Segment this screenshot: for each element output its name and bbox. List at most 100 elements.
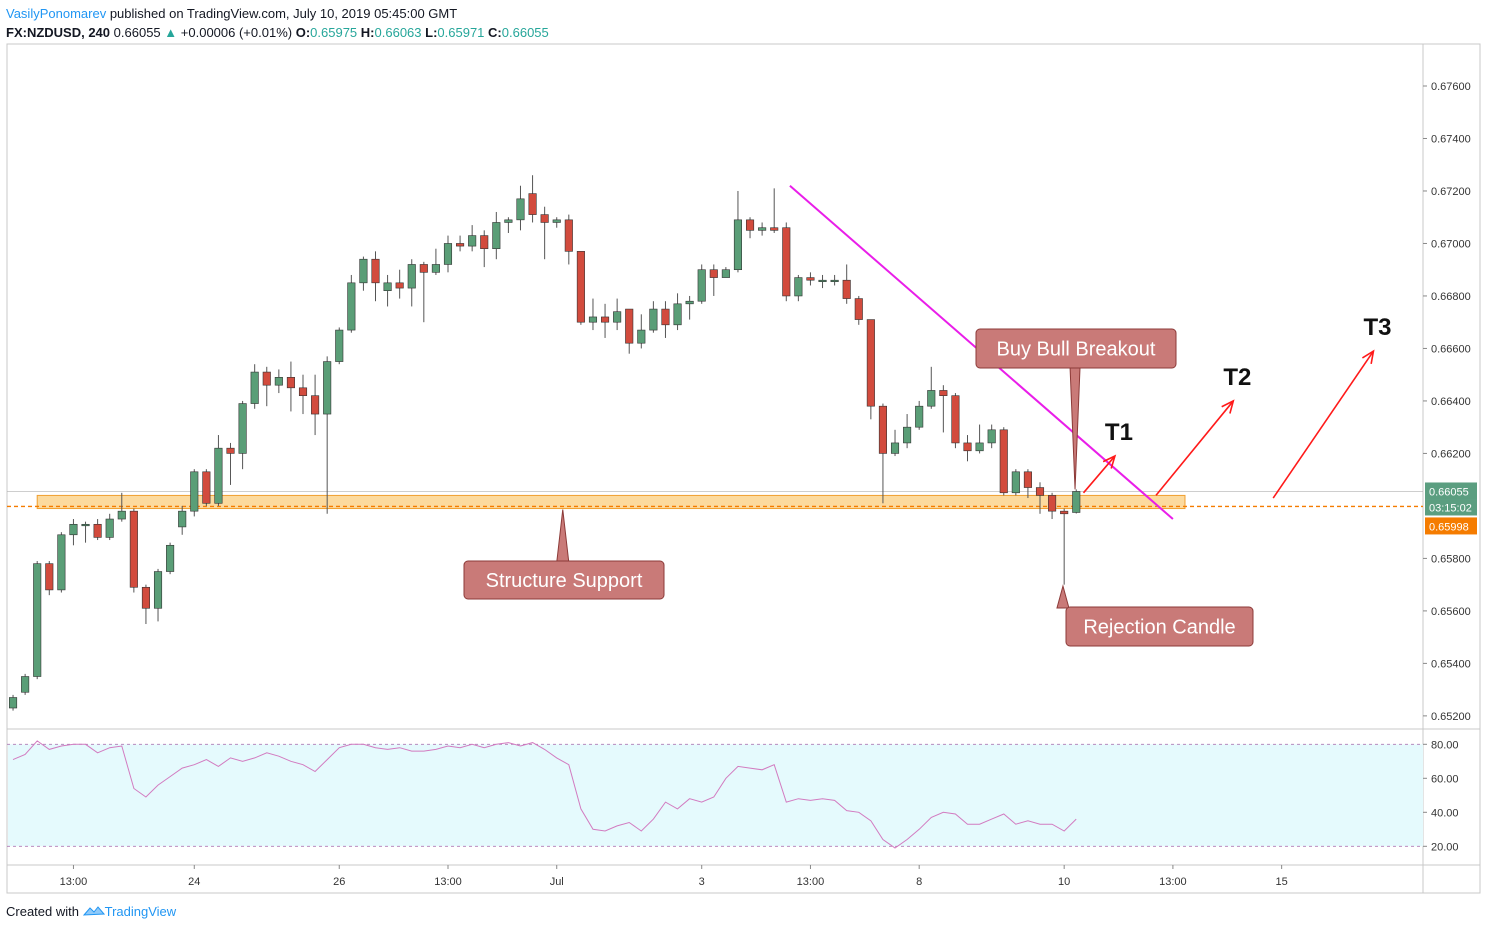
candle-body: [685, 300, 694, 305]
target-arrows: T1 T2 T3: [1082, 314, 1391, 499]
price-tick-label: 0.67000: [1431, 238, 1471, 250]
candle-body: [697, 269, 706, 302]
candle-body: [105, 518, 114, 538]
author-link[interactable]: VasilyPonomarev: [6, 6, 107, 21]
candle-body: [649, 308, 658, 331]
callout-text: Structure Support: [486, 570, 643, 592]
candle-body: [456, 243, 465, 247]
chart-header: VasilyPonomarev published on TradingView…: [6, 4, 549, 42]
candle-body: [57, 534, 66, 591]
candle-body: [733, 219, 743, 271]
candle-body: [117, 510, 126, 520]
candle-body: [129, 510, 138, 588]
price-change: +0.00006 (+0.01%): [180, 25, 293, 40]
last-price: 0.66055: [113, 25, 161, 40]
candle-body: [963, 442, 972, 452]
callout-pointer: [556, 509, 570, 563]
candle-body: [564, 219, 573, 252]
rsi-tick-label: 80.00: [1431, 739, 1459, 751]
candle-body: [166, 544, 175, 572]
chart-canvas[interactable]: T1 T2 T3 Structure Support Rejection Candle…: [0, 0, 1487, 900]
candle-body: [202, 471, 211, 504]
target-label-t3: T3: [1363, 314, 1391, 341]
candle-body: [335, 329, 344, 362]
candle-body: [613, 311, 622, 323]
arrow-up-icon: ▲: [164, 25, 178, 40]
footer: Created with TradingView: [6, 904, 176, 919]
candle-body: [721, 269, 730, 278]
time-tick-label: Jul: [550, 876, 564, 888]
candle-body: [758, 227, 767, 231]
time-tick-label: 26: [333, 876, 345, 888]
candle-body: [274, 377, 283, 386]
time-tick-label: 13:00: [60, 876, 88, 888]
rsi-band-fill: [8, 744, 1423, 847]
last-price-tag: [1425, 482, 1477, 500]
candle-body: [492, 222, 501, 250]
candle-body: [878, 405, 887, 454]
callout-structure-support: Structure Support: [463, 509, 665, 600]
callout-pointer: [1069, 366, 1081, 490]
low-value: 0.65971: [437, 25, 485, 40]
price-tick-label: 0.66600: [1431, 343, 1471, 355]
candle-body: [830, 279, 839, 283]
target-label-t1: T1: [1105, 419, 1133, 446]
price-tick-label: 0.65800: [1431, 553, 1471, 565]
candle-body: [770, 227, 779, 231]
candle-body: [141, 586, 150, 609]
candles: [8, 175, 1081, 711]
candle-body: [552, 219, 561, 223]
candle-body: [45, 563, 54, 591]
candle-body: [323, 361, 332, 415]
support-price-tag-label: 0.65998: [1429, 521, 1469, 533]
candle-body: [419, 264, 428, 273]
candle-body: [927, 390, 936, 407]
time-tick-label: 13:00: [1159, 876, 1187, 888]
candle-body: [806, 277, 815, 281]
candle-body: [153, 571, 163, 609]
chart-frame: [6, 43, 1481, 894]
candle-body: [987, 429, 996, 444]
time-tick-label: 10: [1058, 876, 1070, 888]
candle-body: [794, 277, 803, 297]
candle-body: [866, 319, 875, 407]
low-label: L:: [425, 25, 438, 40]
candle-body: [842, 279, 851, 299]
last-price-tag-label: 0.66055: [1429, 486, 1469, 498]
time-tick-label: 15: [1276, 876, 1288, 888]
candle-body: [999, 429, 1008, 494]
tradingview-brand[interactable]: TradingView: [104, 904, 177, 919]
candle-body: [1011, 471, 1020, 494]
time-tick-label: 13:00: [434, 876, 462, 888]
support-price-tag: [1425, 517, 1477, 535]
candle-body: [601, 316, 610, 323]
candle-body: [528, 193, 537, 215]
candle-body: [673, 303, 682, 326]
callout-text: Buy Bull Breakout: [997, 339, 1156, 361]
candle-body: [33, 563, 42, 677]
target-arrow-t1: [1082, 455, 1116, 494]
time-tick-label: 13:00: [797, 876, 825, 888]
candle-body: [347, 282, 356, 331]
candle-body: [238, 403, 247, 454]
callout-pointer: [1056, 584, 1070, 609]
price-tick-label: 0.67200: [1431, 186, 1471, 198]
candle-body: [818, 279, 827, 283]
candle-body: [745, 219, 755, 231]
target-arrowhead-t2: [1221, 399, 1235, 414]
price-tick-label: 0.65200: [1431, 711, 1471, 723]
candle-body: [81, 523, 90, 527]
price-tick-label: 0.66200: [1431, 448, 1471, 460]
candle-body: [915, 405, 924, 428]
rsi-tick-label: 40.00: [1431, 807, 1459, 819]
tradingview-logo-icon: [82, 904, 105, 919]
rsi-line: [12, 740, 1077, 849]
candle-body: [395, 282, 404, 289]
candle-body: [588, 316, 598, 323]
support-zone-rect: [36, 494, 1186, 510]
callout-box: [1065, 606, 1254, 647]
target-arrow-t2: [1155, 400, 1234, 496]
candle-body: [286, 377, 295, 389]
candle-body: [311, 395, 320, 415]
rsi-tick-label: 60.00: [1431, 773, 1459, 785]
